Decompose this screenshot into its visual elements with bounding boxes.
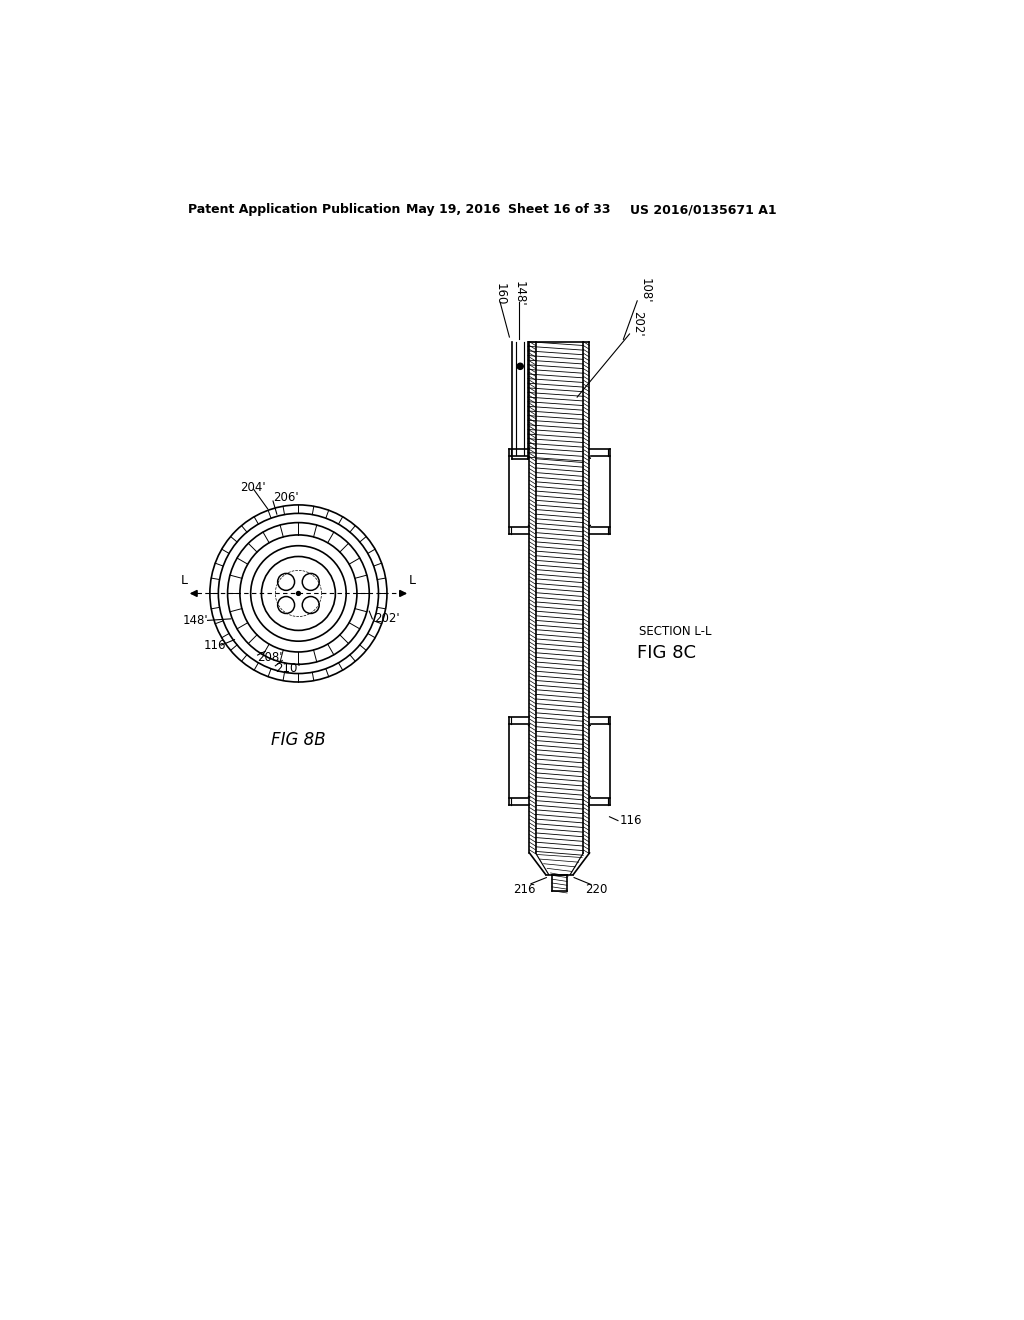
Text: FIG 8B: FIG 8B [271, 731, 326, 748]
Text: May 19, 2016: May 19, 2016 [407, 203, 501, 216]
Text: 210': 210' [275, 661, 301, 675]
Text: 148': 148' [513, 281, 526, 306]
Text: 204': 204' [240, 480, 265, 494]
Text: 208': 208' [258, 651, 283, 664]
Text: 116: 116 [620, 814, 642, 828]
Text: L: L [181, 574, 188, 587]
Text: FIG 8C: FIG 8C [637, 644, 696, 661]
Text: 202': 202' [631, 312, 644, 337]
Text: US 2016/0135671 A1: US 2016/0135671 A1 [630, 203, 776, 216]
Text: SECTION L-L: SECTION L-L [639, 626, 712, 639]
Text: 206': 206' [273, 491, 299, 504]
Text: Patent Application Publication: Patent Application Publication [188, 203, 400, 216]
Text: Sheet 16 of 33: Sheet 16 of 33 [508, 203, 610, 216]
Circle shape [517, 363, 523, 370]
Text: 148': 148' [183, 614, 209, 627]
Text: 160: 160 [494, 282, 507, 305]
Text: 108': 108' [639, 279, 651, 304]
Text: 220: 220 [586, 883, 607, 896]
Text: L: L [409, 574, 416, 587]
Circle shape [297, 591, 300, 595]
Text: 202': 202' [374, 612, 399, 626]
Text: 116: 116 [204, 639, 226, 652]
Text: 216: 216 [514, 883, 536, 896]
